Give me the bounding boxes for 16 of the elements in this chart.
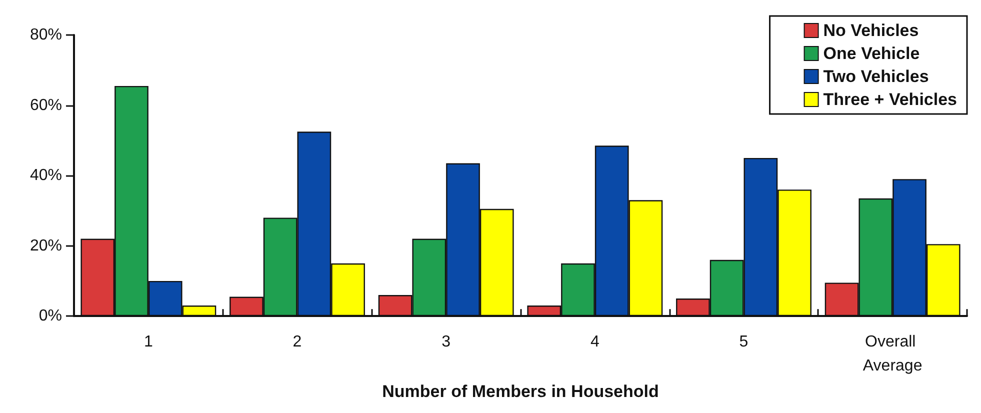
legend-label: One Vehicle [823,44,920,63]
y-tick-label: 80% [30,26,62,44]
y-tick-label: 40% [30,167,62,184]
legend-label: Two Vehicles [823,67,929,86]
y-tick-label: 60% [30,96,62,114]
x-tick-label: 4 [590,334,600,351]
x-tick-label: Overall Average [862,334,922,375]
x-tick-label: 3 [442,334,451,351]
y-tick-label: 20% [30,237,62,254]
x-tick-label: 1 [144,334,153,351]
x-tick-label: 5 [739,334,748,351]
x-tick-label: 2 [292,334,302,351]
x-axis-title: Number of Members in Household [382,382,659,401]
legend-label: Three + Vehicles [823,90,957,109]
legend-label: No Vehicles [823,21,919,40]
y-tick-label: 0% [38,308,62,325]
